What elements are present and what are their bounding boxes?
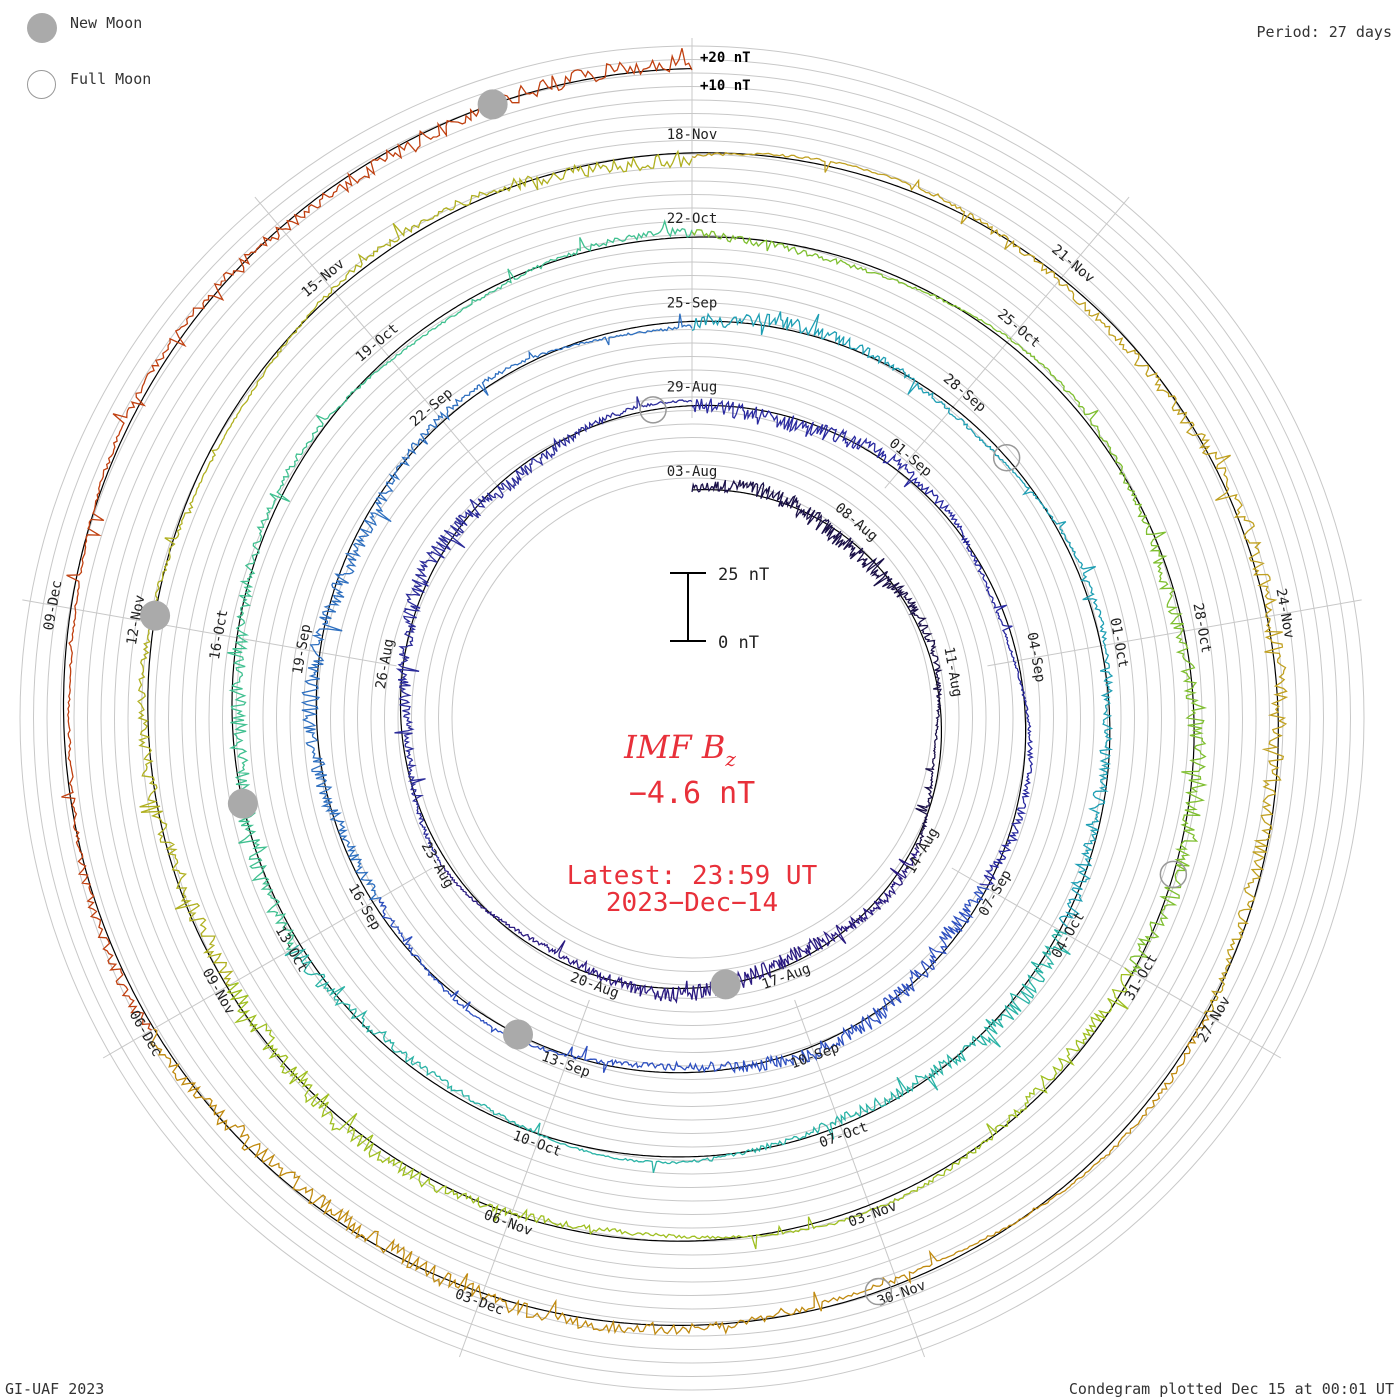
new-moon-legend-icon bbox=[27, 13, 57, 43]
grid-ring bbox=[424, 450, 960, 986]
date-label: 16-Sep bbox=[345, 881, 384, 933]
grid-ring bbox=[438, 464, 946, 972]
lap-baseline bbox=[315, 320, 1027, 1074]
date-label: 06-Dec bbox=[126, 1008, 165, 1060]
date-labels-layer: 03-Aug08-Aug11-Aug14-Aug17-Aug20-Aug23-A… bbox=[41, 127, 1297, 1319]
grid-ring bbox=[397, 423, 987, 1013]
center-title: IMF Bz bbox=[623, 728, 736, 771]
series-trace-segment bbox=[226, 967, 1135, 1250]
scale-bar-top-label: 25 nT bbox=[718, 565, 769, 585]
grid-ring bbox=[370, 396, 1014, 1040]
radial-spoke bbox=[951, 867, 1282, 1059]
grid-ring bbox=[357, 383, 1027, 1053]
series-trace-segment bbox=[691, 311, 1114, 934]
date-label: 03-Aug bbox=[667, 464, 718, 480]
date-label: 22-Oct bbox=[667, 211, 718, 227]
series-trace-segment bbox=[691, 229, 1208, 973]
new-moon-marker bbox=[710, 969, 741, 1000]
scale-bar-bottom-label: 0 nT bbox=[718, 633, 759, 653]
lap-baseline bbox=[147, 152, 1195, 1242]
grid-ring bbox=[316, 342, 1068, 1094]
full-moon-legend-icon bbox=[27, 70, 56, 99]
series-trace-segment bbox=[691, 398, 1034, 886]
date-label: 09-Dec bbox=[41, 579, 66, 632]
series-trace-segment bbox=[394, 396, 693, 864]
center-value: −4.6 nT bbox=[629, 776, 755, 811]
full-moon-marker bbox=[1159, 860, 1188, 889]
footer-left: GI-UAF 2023 bbox=[5, 1380, 105, 1398]
date-label: 28-Oct bbox=[1189, 602, 1214, 655]
full-moon-marker bbox=[639, 396, 667, 424]
moons-layer bbox=[140, 89, 1188, 1306]
full-moon-legend-label: Full Moon bbox=[70, 70, 152, 88]
new-moon-marker bbox=[477, 89, 508, 120]
radial-spoke bbox=[22, 599, 397, 667]
date-label: 23-Aug bbox=[418, 839, 457, 891]
radial-spoke bbox=[254, 196, 500, 489]
series-trace-segment bbox=[300, 313, 693, 901]
full-moon-marker bbox=[992, 443, 1021, 472]
grid-ring bbox=[303, 329, 1081, 1107]
series-trace-segment bbox=[150, 1014, 1210, 1336]
date-label: 25-Sep bbox=[667, 295, 718, 311]
series-trace-segment bbox=[61, 48, 693, 1031]
radial-spoke bbox=[102, 867, 433, 1059]
date-label: 29-Aug bbox=[667, 380, 718, 396]
series-layer bbox=[61, 48, 1289, 1336]
scale-bar: 25 nT 0 nT bbox=[670, 565, 769, 653]
date-label: 13-Sep bbox=[539, 1049, 592, 1081]
grid-ring bbox=[451, 477, 933, 959]
series-trace-segment bbox=[378, 885, 990, 1074]
period-label: Period: 27 days bbox=[1256, 23, 1392, 41]
series-trace-segment bbox=[691, 479, 943, 850]
new-moon-legend-label: New Moon bbox=[70, 14, 143, 32]
lap-baseline bbox=[399, 405, 942, 990]
date-label: 20-Aug bbox=[568, 969, 621, 1001]
grid-ring bbox=[384, 410, 1000, 1026]
center-title-subscript: z bbox=[724, 747, 736, 771]
center-latest: Latest: 23:59 UT bbox=[567, 861, 818, 891]
new-moon-marker bbox=[227, 788, 258, 819]
ring-scale-label-20: +20 nT bbox=[700, 50, 751, 66]
radial-spoke bbox=[987, 599, 1362, 667]
footer-right: Condegram plotted Dec 15 at 00:01 UT bbox=[1068, 1380, 1394, 1398]
date-label: 09-Nov bbox=[199, 966, 238, 1018]
new-moon-marker bbox=[503, 1019, 534, 1050]
new-moon-marker bbox=[140, 600, 171, 631]
series-trace-segment bbox=[137, 149, 693, 986]
full-moon-marker bbox=[864, 1277, 893, 1306]
series-trace-segment bbox=[439, 847, 920, 1004]
date-label: 26-Aug bbox=[373, 638, 398, 691]
center-title-main: IMF B bbox=[623, 728, 725, 766]
date-label: 01-Oct bbox=[1106, 617, 1131, 670]
series-trace-segment bbox=[284, 928, 1071, 1173]
ring-scale-label-10: +10 nT bbox=[700, 78, 751, 94]
series-trace-segment bbox=[691, 151, 1289, 1015]
center-date: 2023−Dec−14 bbox=[606, 888, 778, 918]
date-label: 18-Nov bbox=[667, 127, 718, 143]
